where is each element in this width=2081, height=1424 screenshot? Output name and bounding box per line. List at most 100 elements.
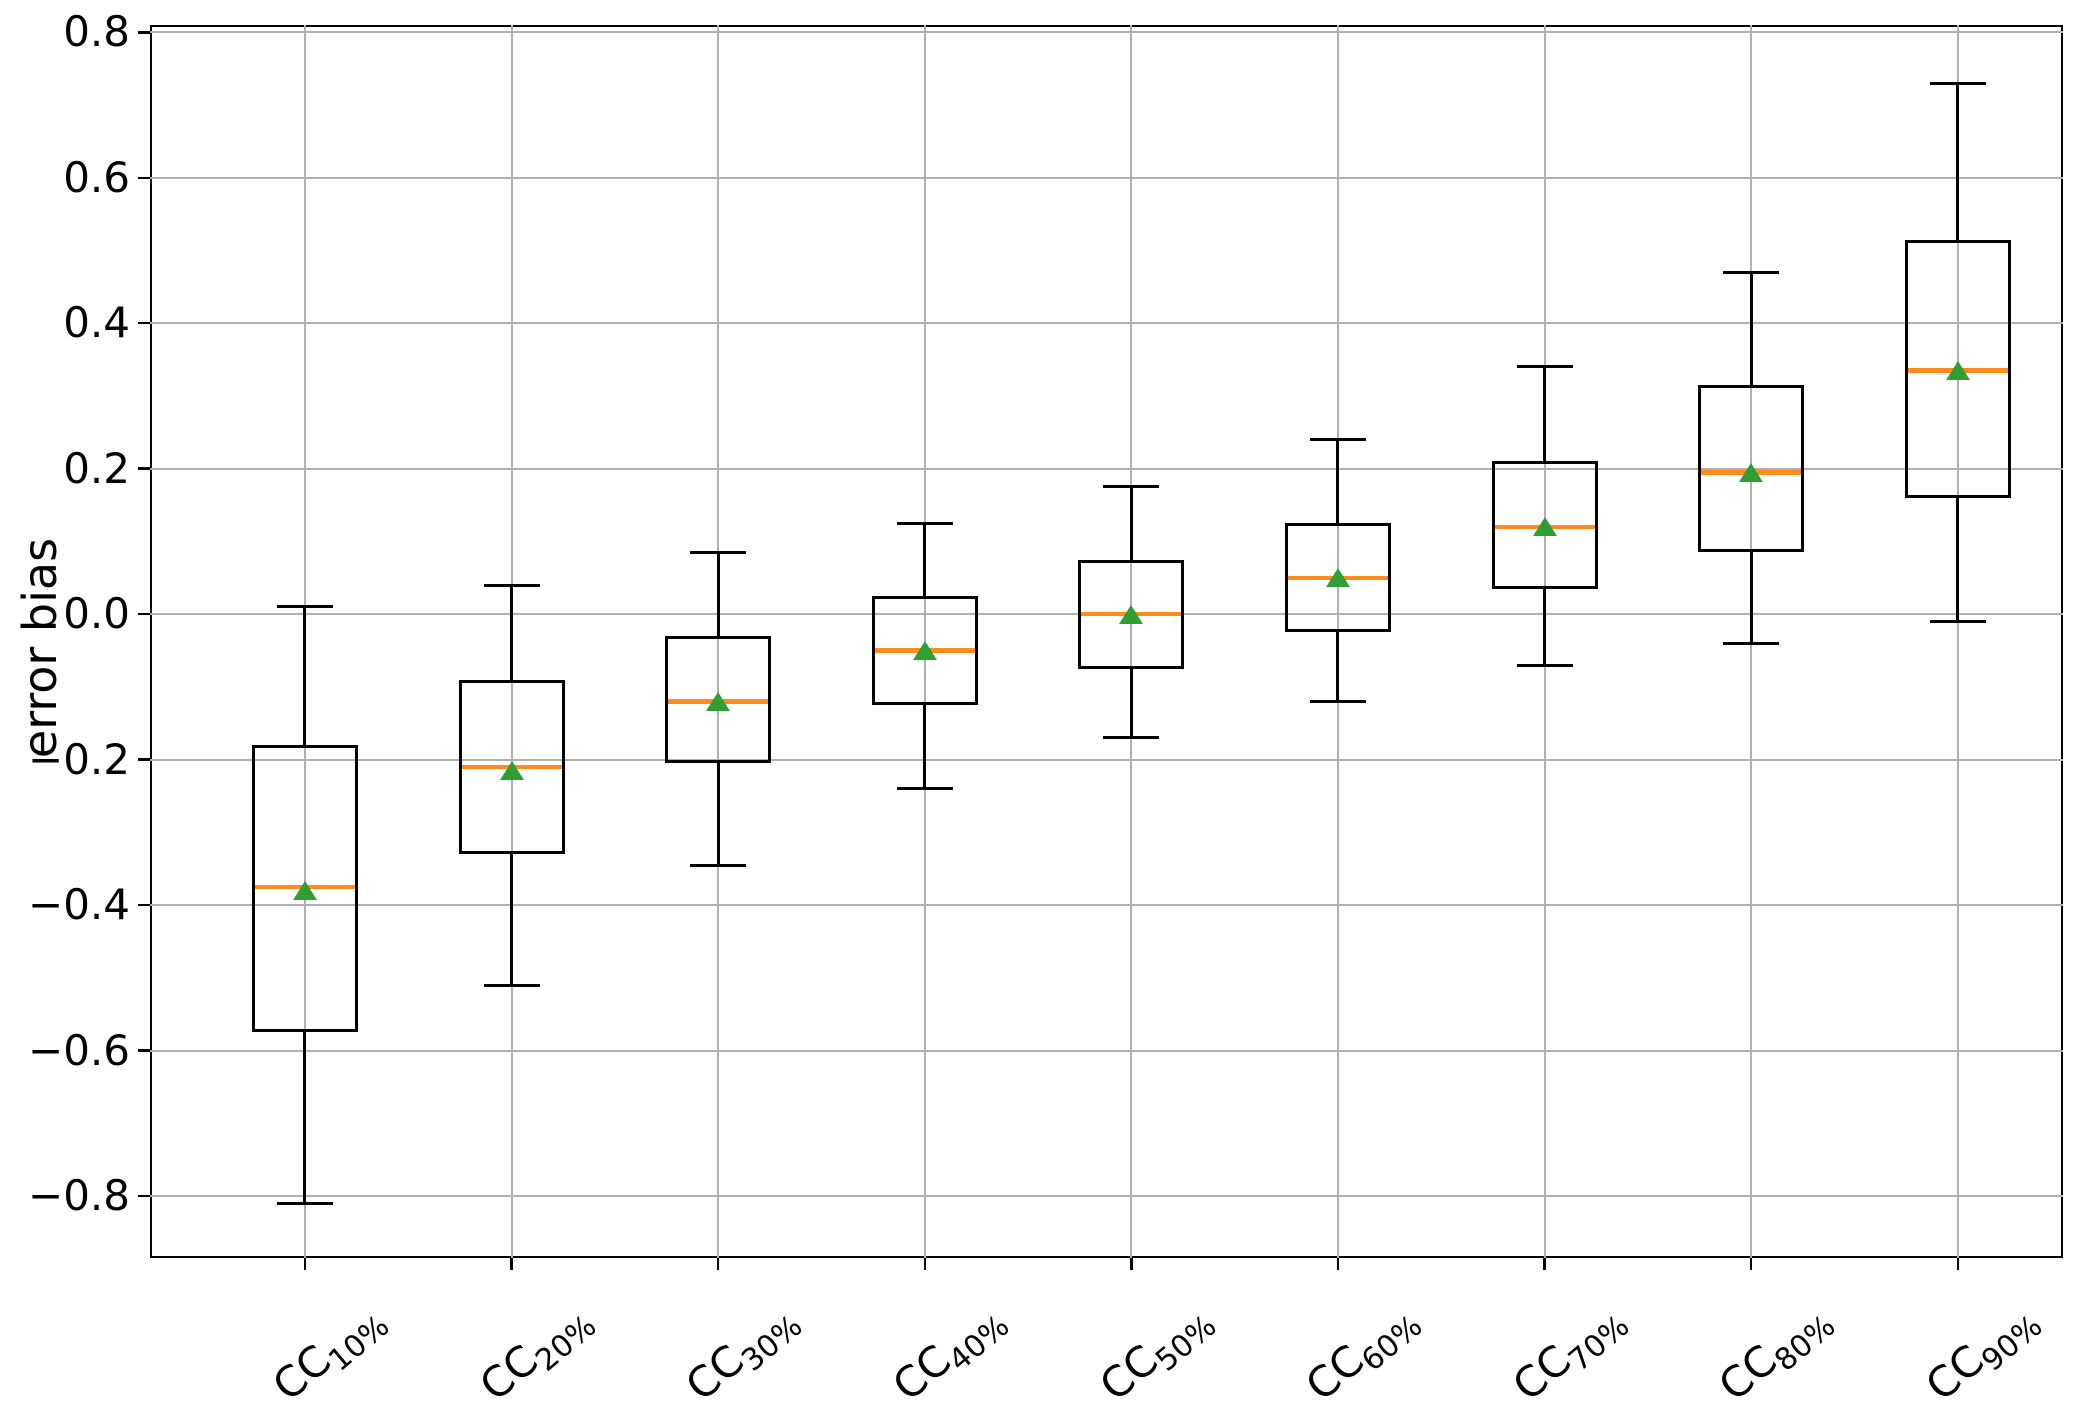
whisker-lower-stem (303, 1032, 307, 1204)
x-tick-label: CC10% (264, 1292, 397, 1416)
box-iqr (458, 679, 565, 855)
y-tick-mark (138, 176, 150, 179)
y-tick-label: −0.2 (28, 734, 130, 784)
whisker-upper-stem (303, 606, 307, 746)
whisker-lower-cap (483, 983, 540, 987)
mean-marker-triangle-icon (292, 881, 317, 901)
x-tick-mark (716, 1258, 720, 1270)
mean-marker-triangle-icon (1945, 361, 1970, 381)
whisker-upper-stem (510, 585, 514, 680)
y-tick-label: 0.2 (63, 443, 130, 493)
y-tick-mark (138, 1049, 150, 1052)
y-tick-label: 0.8 (63, 7, 130, 57)
whisker-lower-cap (896, 787, 953, 791)
x-tick-label: CC50% (1090, 1292, 1223, 1416)
y-gridline (150, 176, 2063, 179)
y-tick-mark (138, 612, 150, 616)
y-gridline (150, 467, 2063, 470)
mean-marker-triangle-icon (912, 641, 937, 661)
whisker-upper-cap (276, 605, 333, 609)
whisker-lower-stem (1336, 632, 1340, 702)
whisker-upper-stem (1543, 366, 1547, 462)
y-tick-label: −0.6 (28, 1025, 130, 1075)
y-tick-mark (138, 31, 150, 34)
box-iqr (1491, 461, 1598, 589)
box-iqr (1078, 559, 1185, 669)
y-gridline (150, 758, 2063, 761)
y-gridline (150, 322, 2063, 325)
y-tick-label: 0.4 (63, 298, 130, 348)
whisker-lower-cap (1723, 641, 1780, 645)
x-tick-label: CC60% (1297, 1292, 1430, 1416)
whisker-upper-stem (1749, 272, 1753, 386)
whisker-lower-cap (1103, 736, 1160, 740)
whisker-upper-stem (1129, 486, 1133, 560)
whisker-lower-cap (1929, 619, 1986, 623)
box-iqr (251, 745, 358, 1033)
box-iqr (871, 596, 978, 706)
mean-marker-triangle-icon (706, 692, 731, 711)
y-axis-label: error bias (13, 537, 67, 759)
mean-marker-triangle-icon (499, 761, 524, 781)
x-tick-mark (303, 1258, 307, 1270)
y-tick-mark (138, 903, 150, 907)
x-tick-mark (923, 1258, 926, 1270)
whisker-lower-stem (716, 763, 720, 866)
box-iqr (665, 636, 772, 764)
whisker-lower-cap (1516, 663, 1573, 667)
y-tick-label: −0.4 (28, 880, 130, 930)
box-iqr (1284, 523, 1391, 633)
whisker-lower-stem (1543, 588, 1547, 666)
whisker-upper-stem (716, 552, 720, 637)
mean-marker-triangle-icon (1325, 568, 1350, 588)
whisker-lower-stem (510, 854, 514, 986)
x-tick-label: CC30% (677, 1292, 810, 1416)
y-gridline (150, 904, 2063, 907)
whisker-upper-cap (1723, 270, 1780, 274)
x-tick-mark (1956, 1258, 1960, 1270)
whisker-lower-stem (1749, 552, 1753, 644)
x-tick-label: CC20% (470, 1292, 603, 1416)
x-tick-mark (1749, 1258, 1753, 1270)
y-tick-label: 0.6 (63, 152, 130, 202)
x-tick-label: CC80% (1710, 1292, 1843, 1416)
y-tick-label: 0.0 (63, 589, 130, 639)
x-tick-mark (1543, 1258, 1546, 1270)
y-tick-mark (138, 321, 150, 325)
whisker-lower-cap (276, 1201, 333, 1205)
plot-area (150, 25, 2063, 1258)
whisker-lower-stem (923, 705, 927, 789)
box-iqr (1698, 385, 1805, 553)
whisker-upper-stem (923, 523, 927, 597)
whisker-upper-stem (1956, 83, 1960, 240)
x-gridline (717, 25, 720, 1258)
whisker-lower-stem (1956, 497, 1960, 622)
y-tick-mark (138, 467, 150, 470)
whisker-upper-cap (1309, 438, 1366, 442)
whisker-upper-cap (483, 583, 540, 587)
whisker-upper-cap (896, 521, 953, 525)
mean-marker-triangle-icon (1119, 604, 1144, 624)
whisker-upper-cap (690, 550, 747, 554)
y-tick-mark (138, 758, 150, 761)
whisker-upper-stem (1336, 439, 1340, 524)
mean-marker-triangle-icon (1532, 517, 1557, 537)
x-tick-label: CC70% (1503, 1292, 1636, 1416)
whisker-upper-cap (1516, 365, 1573, 369)
whisker-upper-cap (1103, 485, 1160, 489)
x-tick-mark (1130, 1258, 1133, 1270)
mean-marker-triangle-icon (1739, 462, 1764, 482)
y-gridline (150, 31, 2063, 34)
whisker-lower-cap (690, 863, 747, 867)
x-tick-mark (1336, 1258, 1340, 1270)
x-tick-label: CC90% (1916, 1292, 2049, 1416)
y-gridline (150, 1049, 2063, 1052)
y-gridline (150, 1195, 2063, 1198)
x-tick-label: CC40% (883, 1292, 1016, 1416)
x-gridline (1956, 25, 1959, 1258)
whisker-lower-cap (1309, 700, 1366, 703)
whisker-lower-stem (1129, 668, 1133, 738)
box-iqr (1904, 239, 2011, 498)
x-tick-mark (510, 1258, 513, 1270)
